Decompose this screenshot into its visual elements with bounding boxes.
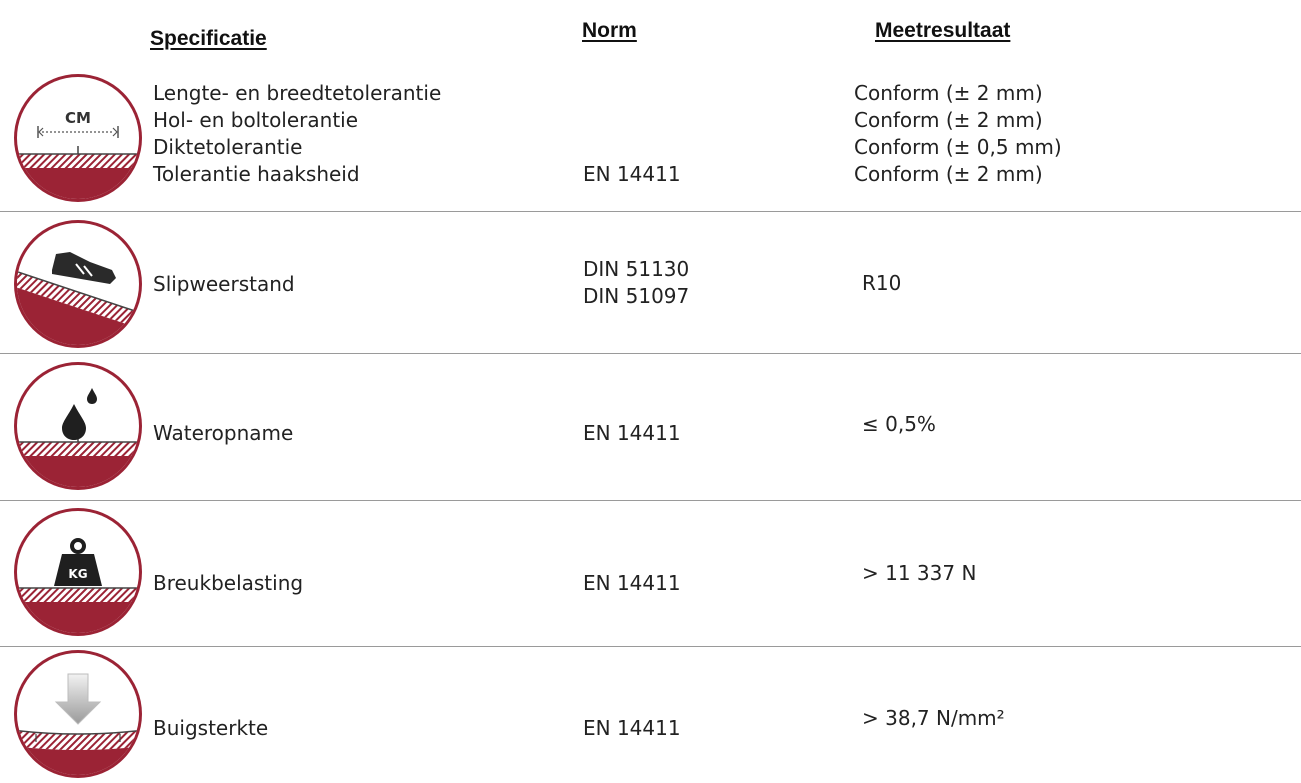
weight-icon: KG [12,506,144,638]
row-divider [0,211,1301,212]
spec-text: Lengte- en breedtetolerantie [153,81,442,105]
result-text: Conform (± 2 mm) [854,81,1043,105]
header-norm: Norm [582,19,637,42]
norm-text: DIN 51097 [583,284,690,308]
result-text: R10 [862,271,902,295]
spec-text: Hol- en boltolerantie [153,108,359,132]
header-specificatie: Specificatie [150,27,267,50]
icon-label-cm: CM [65,109,91,127]
norm-text: EN 14411 [583,421,681,445]
icon-label-kg: KG [68,567,87,581]
row-divider [0,646,1301,647]
norm-text: DIN 51130 [583,257,690,281]
bending-arrow-icon [12,648,144,780]
result-text: ≤ 0,5% [862,412,936,436]
norm-text: EN 14411 [583,571,681,595]
norm-cell-slip: DIN 51130 DIN 51097 [583,256,689,310]
spec-text: Tolerantie haaksheid [153,162,360,186]
result-cell-dimensions: Conform (± 2 mm) Conform (± 2 mm) Confor… [854,80,1062,188]
result-text: Conform (± 2 mm) [854,108,1043,132]
result-text: > 11 337 N [862,561,977,585]
spec-cell-dimensions: Lengte- en breedtetolerantie Hol- en bol… [153,80,441,188]
norm-text: EN 14411 [583,716,681,740]
norm-cell: EN 14411 [583,162,681,186]
spec-text: Diktetolerantie [153,135,303,159]
shoe-slope-icon [12,218,144,350]
spec-text: Breukbelasting [153,571,304,595]
result-text: > 38,7 N/mm² [862,706,1005,730]
result-text: Conform (± 2 mm) [854,162,1043,186]
spec-text: Slipweerstand [153,272,295,296]
spec-text: Buigsterkte [153,716,269,740]
row-divider [0,353,1301,354]
row-divider [0,500,1301,501]
result-text: Conform (± 0,5 mm) [854,135,1062,159]
ruler-tolerance-icon: CM [12,72,144,204]
water-drop-icon [12,360,144,492]
spec-text: Wateropname [153,421,294,445]
header-meetresultaat: Meetresultaat [875,19,1011,42]
